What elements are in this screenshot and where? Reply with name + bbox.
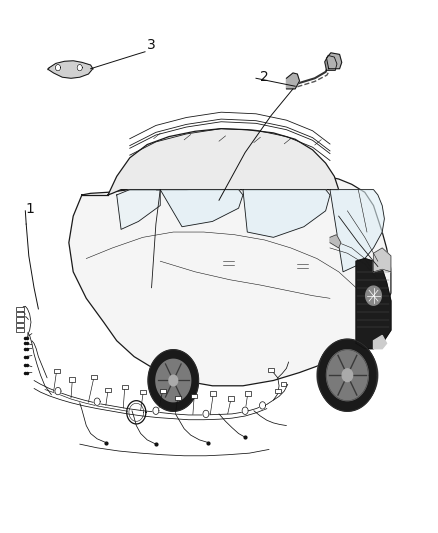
Polygon shape bbox=[160, 190, 243, 227]
Text: 2: 2 bbox=[260, 70, 269, 84]
Polygon shape bbox=[148, 350, 198, 411]
Bar bbox=[159, 389, 166, 393]
Bar bbox=[210, 391, 216, 395]
Polygon shape bbox=[117, 190, 160, 229]
Bar bbox=[175, 395, 181, 400]
Polygon shape bbox=[156, 359, 191, 402]
Bar bbox=[16, 307, 24, 311]
Bar bbox=[105, 387, 111, 392]
Bar bbox=[140, 390, 146, 394]
Polygon shape bbox=[108, 128, 339, 195]
Bar bbox=[91, 375, 97, 379]
Polygon shape bbox=[55, 64, 60, 71]
Bar bbox=[16, 328, 24, 332]
Polygon shape bbox=[374, 248, 391, 272]
Polygon shape bbox=[260, 402, 265, 409]
Text: 3: 3 bbox=[147, 38, 156, 52]
Polygon shape bbox=[326, 350, 368, 401]
Polygon shape bbox=[318, 339, 377, 411]
Bar bbox=[122, 385, 128, 389]
Bar bbox=[275, 389, 281, 393]
Bar bbox=[268, 368, 274, 372]
Polygon shape bbox=[203, 410, 209, 417]
Polygon shape bbox=[330, 235, 341, 248]
Polygon shape bbox=[286, 73, 300, 89]
Text: 1: 1 bbox=[25, 202, 34, 216]
Polygon shape bbox=[342, 369, 353, 382]
Polygon shape bbox=[153, 407, 159, 415]
Bar bbox=[69, 377, 75, 382]
Polygon shape bbox=[326, 53, 342, 69]
Bar bbox=[245, 391, 251, 395]
Polygon shape bbox=[242, 407, 248, 415]
Polygon shape bbox=[94, 398, 100, 406]
Polygon shape bbox=[356, 259, 391, 349]
Bar bbox=[53, 369, 60, 373]
Bar bbox=[16, 322, 24, 327]
Polygon shape bbox=[330, 190, 385, 272]
Bar bbox=[281, 382, 286, 386]
Bar bbox=[16, 312, 24, 317]
Polygon shape bbox=[77, 64, 82, 71]
Polygon shape bbox=[366, 286, 381, 305]
Polygon shape bbox=[69, 176, 391, 386]
Polygon shape bbox=[325, 55, 337, 70]
Polygon shape bbox=[316, 341, 378, 409]
Polygon shape bbox=[374, 335, 387, 349]
Bar bbox=[16, 317, 24, 321]
Polygon shape bbox=[55, 387, 61, 395]
Polygon shape bbox=[243, 190, 330, 237]
Bar bbox=[228, 397, 234, 401]
Polygon shape bbox=[48, 61, 93, 78]
Bar bbox=[191, 394, 197, 398]
Polygon shape bbox=[169, 375, 178, 386]
